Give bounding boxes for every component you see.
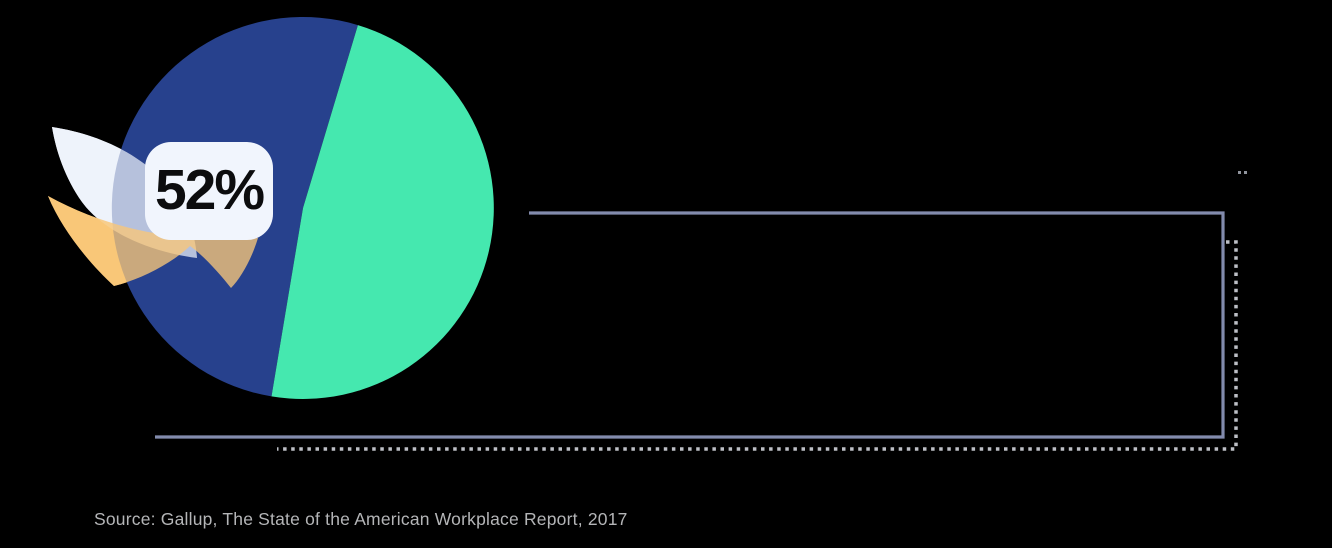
corner-dot — [1238, 171, 1241, 174]
callout-line-dotted — [277, 240, 1238, 451]
stat-value: 52% — [154, 157, 265, 222]
callout-line-solid — [155, 211, 1225, 439]
source-note: Source: Gallup, The State of the America… — [94, 509, 628, 529]
corner-dot — [1244, 171, 1247, 174]
stat-badge: 52% — [145, 142, 273, 240]
wave-shape-overlay — [48, 196, 258, 288]
pie-slice — [271, 25, 494, 399]
